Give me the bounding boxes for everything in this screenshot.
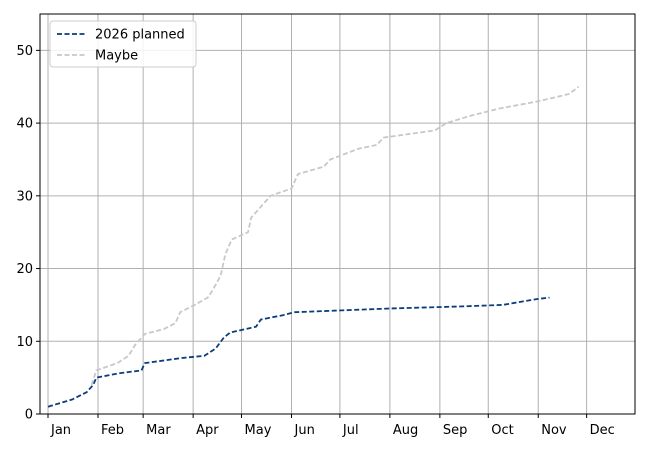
x-tick-label: May — [245, 423, 272, 438]
y-tick-label: 10 — [16, 335, 33, 350]
legend-box — [49, 20, 197, 68]
x-tick-label: Jul — [342, 423, 359, 438]
x-tick-label: Dec — [590, 423, 615, 438]
x-tick-label: Aug — [393, 423, 418, 438]
x-tick-label: Feb — [101, 423, 124, 438]
legend-label: Maybe — [95, 49, 138, 64]
x-tick-label: Mar — [146, 423, 171, 438]
series-line-planned — [47, 296, 550, 408]
plot-frame — [39, 13, 636, 415]
x-tick-label: Jan — [50, 423, 71, 438]
y-tick-label: 50 — [16, 44, 33, 59]
legend-label: 2026 planned — [95, 28, 185, 43]
y-tick-label: 20 — [16, 262, 33, 277]
x-tick-label: Nov — [541, 423, 567, 438]
series-layer — [47, 85, 580, 408]
x-tick-label: Jun — [294, 423, 315, 438]
series-line-maybe — [90, 85, 580, 386]
y-tick-label: 40 — [16, 117, 33, 132]
x-tick-label: Sep — [443, 423, 468, 438]
grid — [40, 14, 635, 415]
x-tick-label: Oct — [491, 423, 513, 438]
x-tick-label: Apr — [196, 423, 219, 438]
legend: 2026 planned Maybe — [49, 20, 197, 68]
y-tick-label: 30 — [16, 189, 33, 204]
y-tick-label: 0 — [25, 408, 33, 423]
axis-ticks: 0 10 20 30 40 50 Jan Feb Mar Apr May Jun Jul Aug Sep Oc… — [16, 44, 614, 438]
